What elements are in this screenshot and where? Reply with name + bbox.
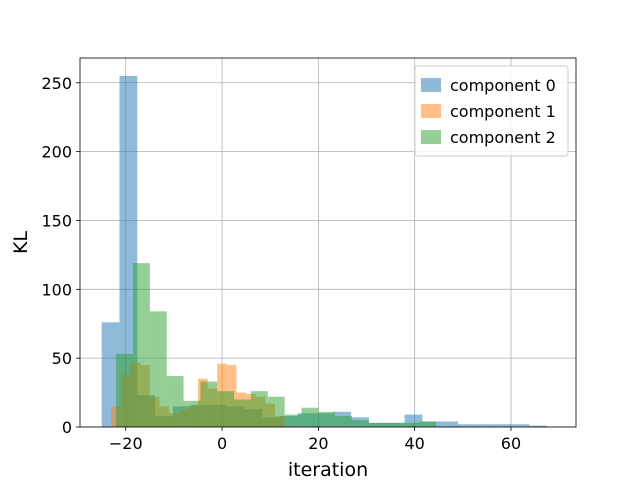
axis-ticks: −20 0 20 40 60 0 50 100 150 200 250 xyxy=(41,74,521,453)
series-2-bars xyxy=(116,263,437,427)
histogram-bar xyxy=(183,400,201,427)
legend-label: component 1 xyxy=(450,102,556,121)
histogram-bar xyxy=(119,75,138,427)
histogram-bar xyxy=(111,406,121,427)
histogram-bar xyxy=(385,422,403,427)
x-tick-label: 0 xyxy=(217,434,227,453)
histogram-bar xyxy=(301,407,319,427)
histogram-bar xyxy=(352,420,369,427)
histogram-bar xyxy=(335,415,353,427)
x-tick-label: −20 xyxy=(109,434,143,453)
histogram-bar xyxy=(284,414,302,427)
histogram-bar xyxy=(149,311,167,427)
histogram-bar xyxy=(529,425,548,427)
y-tick-label: 50 xyxy=(52,349,72,368)
histogram-bar xyxy=(511,424,530,427)
histogram-bar xyxy=(318,411,336,427)
legend-swatch xyxy=(421,104,441,118)
histogram-bar xyxy=(419,421,437,427)
legend-swatch xyxy=(421,78,441,92)
histogram-bar xyxy=(267,396,285,427)
histogram-bar xyxy=(458,424,476,427)
legend: component 0 component 1 component 2 xyxy=(414,65,569,157)
histogram-bar xyxy=(440,421,459,427)
legend-box xyxy=(414,65,569,157)
x-axis-label: iteration xyxy=(288,459,368,480)
histogram-bar xyxy=(217,391,235,427)
histogram-bars xyxy=(101,75,548,427)
y-tick-label: 250 xyxy=(41,74,72,93)
x-tick-label: 60 xyxy=(501,434,521,453)
histogram-bar xyxy=(475,424,494,427)
histogram-bar xyxy=(116,354,133,427)
y-tick-label: 200 xyxy=(41,143,72,162)
histogram-bar xyxy=(250,391,268,427)
y-tick-label: 100 xyxy=(41,280,72,299)
y-tick-label: 0 xyxy=(62,418,72,437)
histogram-bar xyxy=(368,422,386,427)
histogram-bar xyxy=(101,322,120,427)
x-tick-label: 40 xyxy=(404,434,424,453)
histogram-bar xyxy=(166,376,184,427)
y-tick-label: 150 xyxy=(41,211,72,230)
histogram-bar xyxy=(200,381,218,427)
histogram-bar xyxy=(234,399,251,427)
legend-swatch xyxy=(421,130,441,144)
legend-label: component 2 xyxy=(450,128,556,147)
histogram-bar xyxy=(402,422,420,427)
y-axis-label: KL xyxy=(10,231,32,254)
plot-area-frame xyxy=(79,57,577,428)
histogram-bar xyxy=(493,424,512,427)
legend-label: component 0 xyxy=(450,76,556,95)
x-tick-label: 20 xyxy=(308,434,328,453)
histogram-bar xyxy=(132,263,150,427)
